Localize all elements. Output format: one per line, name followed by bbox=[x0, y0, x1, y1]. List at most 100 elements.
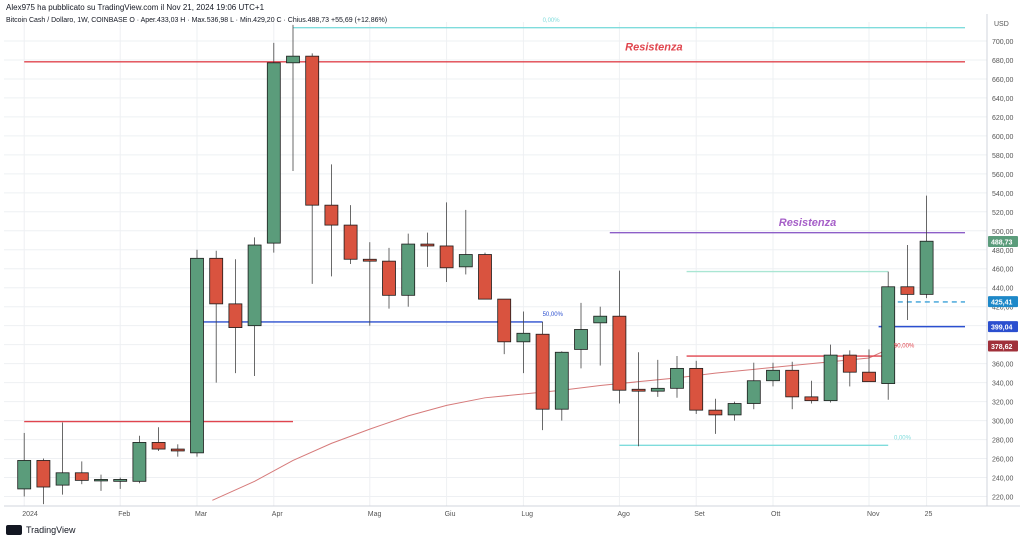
candle-body[interactable] bbox=[151, 442, 166, 450]
candle-body[interactable] bbox=[881, 286, 896, 384]
y-tick-label: 680,00 bbox=[992, 58, 1014, 65]
y-tick-label: 320,00 bbox=[992, 400, 1014, 407]
x-tick-label: Ago bbox=[617, 511, 630, 518]
candle-body[interactable] bbox=[497, 298, 512, 343]
candle-body[interactable] bbox=[689, 367, 704, 411]
candle-body[interactable] bbox=[670, 367, 684, 389]
candle-body[interactable] bbox=[55, 472, 70, 486]
price-tag-label: 488,73 bbox=[991, 239, 1013, 246]
y-tick-label: 480,00 bbox=[992, 248, 1014, 255]
annotation-label: 50,00% bbox=[543, 312, 564, 318]
y-tick-label: 660,00 bbox=[992, 77, 1014, 84]
candle-body[interactable] bbox=[305, 55, 320, 206]
candle-body[interactable] bbox=[593, 315, 608, 324]
x-tick-label: Set bbox=[694, 511, 705, 518]
candle-body[interactable] bbox=[708, 409, 723, 416]
candle-body[interactable] bbox=[228, 303, 243, 328]
candle-body[interactable] bbox=[382, 260, 396, 296]
annotation-label: Resistenza bbox=[625, 41, 682, 53]
publish-header: Alex975 ha pubblicato su TradingView.com… bbox=[6, 3, 264, 12]
y-tick-label: 580,00 bbox=[992, 153, 1014, 160]
candle-body[interactable] bbox=[286, 55, 300, 64]
y-tick-label: 300,00 bbox=[992, 419, 1014, 426]
y-tick-label: 600,00 bbox=[992, 134, 1014, 141]
y-tick-label: 420,00 bbox=[992, 305, 1014, 312]
candle-body[interactable] bbox=[401, 243, 416, 296]
candle-body[interactable] bbox=[458, 254, 473, 268]
candle-body[interactable] bbox=[785, 369, 800, 398]
candle-body[interactable] bbox=[727, 403, 742, 416]
candle-body[interactable] bbox=[574, 329, 588, 350]
x-tick-label: Ott bbox=[771, 511, 780, 518]
candle-body[interactable] bbox=[842, 354, 857, 373]
y-tick-label: 280,00 bbox=[992, 438, 1014, 445]
y-tick-label: 500,00 bbox=[992, 229, 1014, 236]
candle-body[interactable] bbox=[554, 351, 569, 410]
y-tick-label: 540,00 bbox=[992, 191, 1014, 198]
candle-body[interactable] bbox=[113, 479, 128, 482]
price-tag bbox=[988, 321, 1018, 333]
candle-body[interactable] bbox=[804, 396, 819, 402]
candle-body[interactable] bbox=[631, 388, 646, 392]
candle-body[interactable] bbox=[190, 257, 204, 454]
symbol-header: Bitcoin Cash / Dollaro, 1W, COINBASE O ·… bbox=[6, 17, 387, 24]
candle-body[interactable] bbox=[766, 369, 780, 382]
candle-body[interactable] bbox=[266, 62, 281, 244]
candle-body[interactable] bbox=[612, 315, 627, 391]
y-tick-label: 340,00 bbox=[992, 381, 1014, 388]
x-tick-label: Mar bbox=[195, 511, 208, 518]
candle-body[interactable] bbox=[324, 204, 339, 226]
y-tick-label: 220,00 bbox=[992, 495, 1014, 502]
y-tick-label: 260,00 bbox=[992, 457, 1014, 464]
candle-body[interactable] bbox=[420, 243, 435, 247]
price-tag bbox=[988, 235, 1018, 247]
candle-body[interactable] bbox=[478, 254, 492, 300]
candle-body[interactable] bbox=[17, 460, 32, 490]
x-tick-label: 25 bbox=[925, 511, 933, 518]
candle-body[interactable] bbox=[36, 460, 51, 488]
y-tick-label: 620,00 bbox=[992, 115, 1014, 122]
candle-body[interactable] bbox=[919, 240, 934, 295]
y-tick-label: 640,00 bbox=[992, 96, 1014, 103]
annotation-label: 0,00% bbox=[894, 436, 912, 442]
candle-body[interactable] bbox=[74, 472, 89, 481]
candle-body[interactable] bbox=[746, 380, 761, 404]
candle-body[interactable] bbox=[823, 354, 838, 402]
y-tick-label: 440,00 bbox=[992, 286, 1014, 293]
candle-body[interactable] bbox=[170, 448, 185, 452]
symbol-line: Bitcoin Cash / Dollaro, 1W, COINBASE O ·… bbox=[6, 17, 388, 24]
brand-label: TradingView bbox=[26, 525, 76, 535]
x-tick-label: Lug bbox=[521, 511, 533, 518]
publish-line: Alex975 ha pubblicato su TradingView.com… bbox=[6, 3, 265, 12]
candle-body[interactable] bbox=[247, 244, 262, 327]
candle-body[interactable] bbox=[343, 224, 358, 260]
candle-body[interactable] bbox=[439, 245, 454, 269]
price-tag-label: 399,04 bbox=[991, 325, 1013, 332]
candle-body[interactable] bbox=[650, 387, 665, 392]
candle-body[interactable] bbox=[535, 333, 550, 410]
candle-body[interactable] bbox=[132, 442, 147, 482]
annotation-label: 0,00% bbox=[543, 18, 561, 24]
tradingview-logo-icon bbox=[6, 525, 22, 535]
y-tick-label: 560,00 bbox=[992, 172, 1014, 179]
y-tick-label: 460,00 bbox=[992, 267, 1014, 274]
y-tick-label: 240,00 bbox=[992, 476, 1014, 483]
candle-body[interactable] bbox=[362, 258, 377, 262]
x-tick-label: Giu bbox=[445, 511, 456, 518]
candle-body[interactable] bbox=[900, 286, 915, 295]
x-tick-label: Feb bbox=[118, 511, 130, 518]
candle-body[interactable] bbox=[516, 332, 531, 343]
y-tick-label: 360,00 bbox=[992, 362, 1014, 369]
annotation-label: Resistenza bbox=[779, 217, 836, 229]
candle-body[interactable] bbox=[862, 371, 876, 383]
candle-body[interactable] bbox=[94, 479, 108, 482]
x-tick-label: Apr bbox=[272, 511, 284, 518]
footer: TradingView bbox=[6, 525, 76, 535]
annotation-label: 50,00% bbox=[894, 344, 915, 350]
x-tick-label: Nov bbox=[867, 511, 880, 518]
candle-body[interactable] bbox=[209, 257, 224, 305]
price-tag bbox=[988, 296, 1018, 308]
y-tick-label: 700,00 bbox=[992, 39, 1014, 46]
price-tag-label: 425,41 bbox=[991, 300, 1013, 307]
